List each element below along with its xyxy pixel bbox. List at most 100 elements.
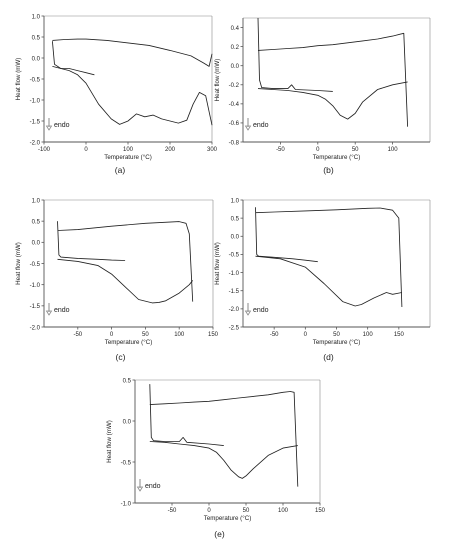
arrow-head — [45, 125, 53, 131]
x-tick-label: 100 — [363, 332, 374, 338]
series-line-3 — [255, 255, 402, 307]
series-line-1 — [51, 41, 95, 76]
series-line-3 — [149, 441, 298, 479]
panel-label: (e) — [214, 529, 225, 539]
x-tick-label: 0 — [110, 332, 114, 338]
y-tick-label: -0.5 — [30, 77, 41, 83]
x-tick-label: 150 — [315, 508, 326, 514]
series-line-1 — [57, 221, 126, 261]
endo-label: endo — [54, 122, 70, 129]
y-axis-label: Heat flow (mW) — [214, 242, 221, 285]
y-tick-label: -1.0 — [30, 283, 41, 289]
y-tick-label: -0.5 — [229, 253, 240, 259]
y-tick-label: -0.8 — [229, 140, 240, 146]
x-tick-label: 50 — [333, 332, 340, 338]
arrow-head — [45, 310, 53, 316]
x-axis-label: Temperature (°C) — [105, 339, 153, 346]
endo-label: endo — [253, 307, 269, 314]
series-line-2 — [257, 32, 409, 127]
y-tick-label: -2.0 — [30, 325, 41, 331]
x-tick-label: 100 — [174, 332, 185, 338]
series-line-3 — [52, 65, 213, 126]
y-tick-label: -1.5 — [30, 304, 41, 310]
x-tick-label: -50 — [73, 332, 82, 338]
down-arrow-icon — [45, 303, 53, 316]
y-tick-label: -2.5 — [229, 325, 240, 331]
y-tick-label: 0.0 — [231, 235, 240, 241]
y-tick-label: 0.0 — [231, 64, 240, 70]
y-tick-label: -1.0 — [121, 501, 132, 507]
y-tick-label: -1.5 — [30, 119, 41, 125]
y-tick-label: -1.0 — [30, 98, 41, 104]
chart-panel-4: -2.5 -2.0 -1.5 -1.0 -0.5 0.0 0.5 1.0 -50 0 50 100 15… — [214, 198, 431, 362]
x-tick-label: 150 — [208, 332, 219, 338]
chart-panel-5: -1.0 -0.5 0.0 0.5 -50 0 50 100 150 Temperature (°… — [106, 378, 326, 539]
panel-label: (b) — [323, 165, 334, 175]
y-tick-label: -2.0 — [229, 307, 240, 313]
x-tick-label: 50 — [142, 332, 149, 338]
x-tick-label: 50 — [352, 147, 359, 153]
panel-label: (c) — [116, 352, 126, 362]
x-axis-label: Temperature (°C) — [313, 154, 361, 161]
x-axis-label: Temperature (°C) — [204, 515, 252, 522]
y-tick-label: 0.5 — [123, 378, 132, 384]
x-tick-label: -100 — [38, 147, 51, 153]
panel-label: (d) — [323, 352, 334, 362]
y-tick-label: -0.5 — [121, 460, 132, 466]
y-tick-label: -0.6 — [229, 121, 240, 127]
chart-panel-2: -0.8 -0.6 -0.4 -0.2 0.0 0.2 0.4 -50 0 50 100 Temper… — [214, 17, 431, 175]
x-tick-label: 150 — [394, 332, 405, 338]
series-line-2 — [57, 221, 194, 302]
arrow-head — [136, 486, 144, 492]
series-line-1 — [255, 207, 318, 263]
series-line-2 — [149, 391, 299, 487]
down-arrow-icon — [244, 303, 252, 316]
x-tick-label: 300 — [207, 147, 218, 153]
y-tick-label: 0.0 — [32, 241, 41, 247]
chart-panel-1: -2.0 -1.5 -1.0 -0.5 0.0 0.5 1.0 -100 0 100 200 300 T… — [15, 14, 218, 175]
y-tick-label: 0.4 — [231, 26, 240, 32]
x-axis-label: Temperature (°C) — [313, 339, 361, 346]
y-axis-label: Heat flow (mW) — [15, 58, 22, 101]
down-arrow-icon — [244, 118, 252, 131]
series-line-2 — [255, 207, 403, 308]
x-tick-label: 100 — [278, 508, 289, 514]
x-tick-label: 0 — [84, 147, 88, 153]
y-tick-label: -1.0 — [229, 271, 240, 277]
down-arrow-icon — [136, 479, 144, 492]
y-tick-label: 0.5 — [231, 216, 240, 222]
y-tick-label: 0.0 — [32, 56, 41, 62]
arrow-head — [244, 125, 252, 131]
y-tick-label: 0.5 — [32, 219, 41, 225]
x-tick-label: -50 — [168, 508, 177, 514]
y-tick-label: -0.2 — [229, 83, 240, 89]
y-tick-label: 0.2 — [231, 45, 240, 51]
series-line-3 — [57, 258, 194, 304]
x-tick-label: -50 — [276, 147, 285, 153]
y-tick-label: 0.0 — [123, 419, 132, 425]
y-axis-label: Heat flow (mW) — [15, 242, 22, 285]
y-axis-label: Heat flow (mW) — [106, 420, 113, 463]
x-tick-label: 100 — [388, 147, 399, 153]
y-tick-label: 1.0 — [32, 14, 41, 20]
chart-panel-3: -2.0 -1.5 -1.0 -0.5 0.0 0.5 1.0 -50 0 50 100 150 Tem… — [15, 198, 219, 362]
y-tick-label: 1.0 — [32, 198, 41, 204]
y-tick-label: 1.0 — [231, 198, 240, 204]
series-line-2 — [52, 38, 213, 67]
panel-label: (a) — [115, 165, 126, 175]
series-line-3 — [257, 81, 408, 120]
y-tick-label: -0.4 — [229, 102, 240, 108]
y-tick-label: -1.5 — [229, 289, 240, 295]
x-tick-label: 100 — [123, 147, 134, 153]
y-axis-label: Heat flow (mW) — [214, 59, 221, 102]
x-tick-label: 200 — [165, 147, 176, 153]
x-axis-label: Temperature (°C) — [104, 154, 152, 161]
x-tick-label: 50 — [243, 508, 250, 514]
down-arrow-icon — [45, 118, 53, 131]
endo-label: endo — [253, 122, 269, 129]
series-line-1 — [149, 384, 224, 447]
y-tick-label: 0.5 — [32, 35, 41, 41]
x-tick-label: 0 — [304, 332, 308, 338]
y-tick-label: -2.0 — [30, 140, 41, 146]
